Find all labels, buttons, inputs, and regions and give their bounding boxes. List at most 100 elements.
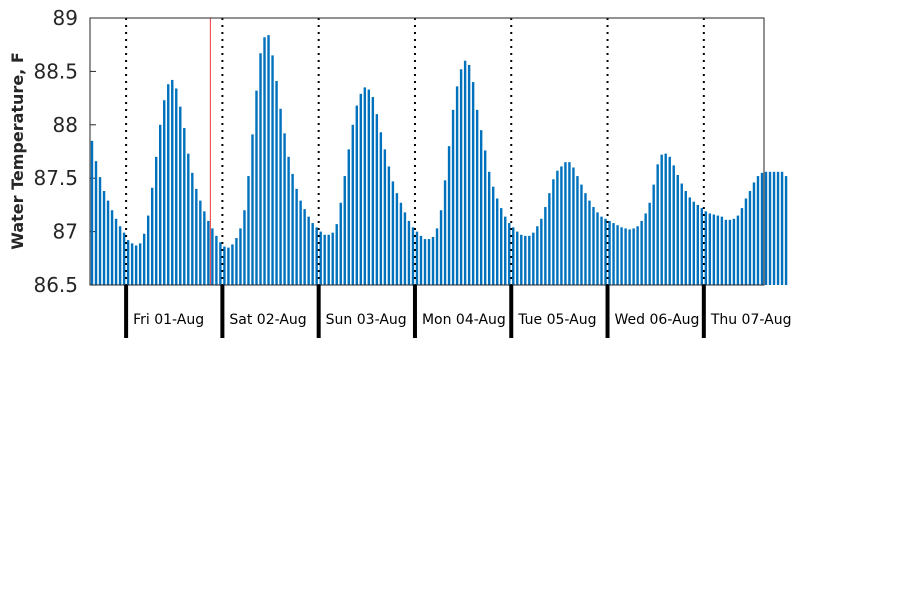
temperature-bar [644,213,647,285]
temperature-bar [110,210,114,285]
temperature-bar [612,223,615,285]
temperature-bar [780,171,784,285]
temperature-bar [463,60,467,285]
temperature-bar [391,181,395,285]
temperature-bar [435,228,439,285]
temperature-bar [508,223,511,285]
temperature-bar [411,227,415,285]
temperature-bar [106,200,110,285]
temperature-bar [720,216,724,285]
temperature-bar [94,161,98,285]
temperature-bar [536,226,539,285]
temperature-bar [596,212,599,285]
temperature-bar [259,53,262,285]
temperature-bar [367,89,371,285]
temperature-bar [215,235,218,285]
temperature-bar [740,208,744,285]
temperature-bar [90,140,94,285]
temperature-bar [724,219,728,285]
temperature-bar [211,228,214,285]
temperature-bar [150,187,154,285]
y-tick-label: 86.5 [33,273,78,297]
temperature-bar [672,165,675,285]
temperature-bar [219,242,222,285]
temperature-bar [736,215,740,285]
temperature-bar [231,244,234,285]
temperature-bar [732,218,736,285]
y-axis-label: Water Temperature, F [8,52,27,250]
temperature-bar [375,114,379,286]
temperature-bar [343,176,346,285]
temperature-bar [183,128,186,285]
temperature-bar [728,219,732,285]
temperature-bar [295,188,298,285]
temperature-bar [203,211,206,285]
temperature-bar [403,212,407,285]
temperature-bar [315,227,318,285]
temperature-bar [427,239,431,285]
temperature-bar [98,177,102,285]
temperature-bar [395,193,399,285]
temperature-bar [279,108,282,285]
temperature-bar [592,207,595,285]
temperature-bar [335,224,338,285]
temperature-bar [235,238,238,285]
temperature-bar [142,233,146,285]
temperature-bar [339,202,342,285]
day-label: Sat 02-Aug [229,312,306,328]
temperature-bar [616,225,619,285]
temperature-bar [664,153,667,285]
temperature-bar [624,228,627,285]
temperature-bar [251,134,254,285]
temperature-bar [102,191,106,285]
temperature-bar [680,183,683,285]
temperature-bar [439,210,443,285]
temperature-bar [419,235,423,285]
temperature-bar [704,211,708,285]
temperature-bar [660,154,663,285]
y-axis-ticks: 86.5 87 87.5 88 88.5 89 [33,6,96,297]
temperature-bar [118,226,122,285]
temperature-bar [283,133,286,285]
temperature-bar [171,79,174,285]
day-label: Wed 06-Aug [615,312,700,328]
day-label: Mon 04-Aug [422,312,506,328]
temperature-bar [319,231,322,285]
temperature-bar [239,228,242,285]
temperature-bar [451,109,455,285]
temperature-bar [504,216,507,285]
day-label: Tue 05-Aug [517,312,596,328]
temperature-bar [716,215,720,285]
temperature-bar [199,200,202,285]
temperature-bar [524,235,527,285]
temperature-bar [688,197,691,285]
temperature-bar [748,191,752,285]
temperature-bar [255,90,258,286]
temperature-bar [311,223,314,285]
temperature-bar [528,235,531,285]
temperature-bar [303,209,306,285]
temperature-bar [692,201,695,285]
temperature-bar [491,186,495,285]
temperature-bar [768,171,772,285]
temperature-bar [764,171,768,285]
temperature-bar [323,234,326,285]
temperature-bar [520,234,523,285]
temperature-bar [399,202,403,285]
temperature-bar [287,156,290,285]
temperature-bar [487,171,491,285]
temperature-bar [628,229,631,285]
temperature-bar [636,226,639,285]
temperature-bar [134,245,138,285]
temperature-bar [359,93,363,285]
temperature-bar [684,191,687,285]
temperature-bar [379,132,383,285]
temperature-bar [207,220,210,285]
temperature-bar [696,204,700,285]
temperature-bar [640,220,643,285]
temperature-bar [496,198,499,285]
temperature-bar [355,105,358,285]
temperature-bar [307,216,310,285]
day-label: Fri 01-Aug [133,312,204,328]
